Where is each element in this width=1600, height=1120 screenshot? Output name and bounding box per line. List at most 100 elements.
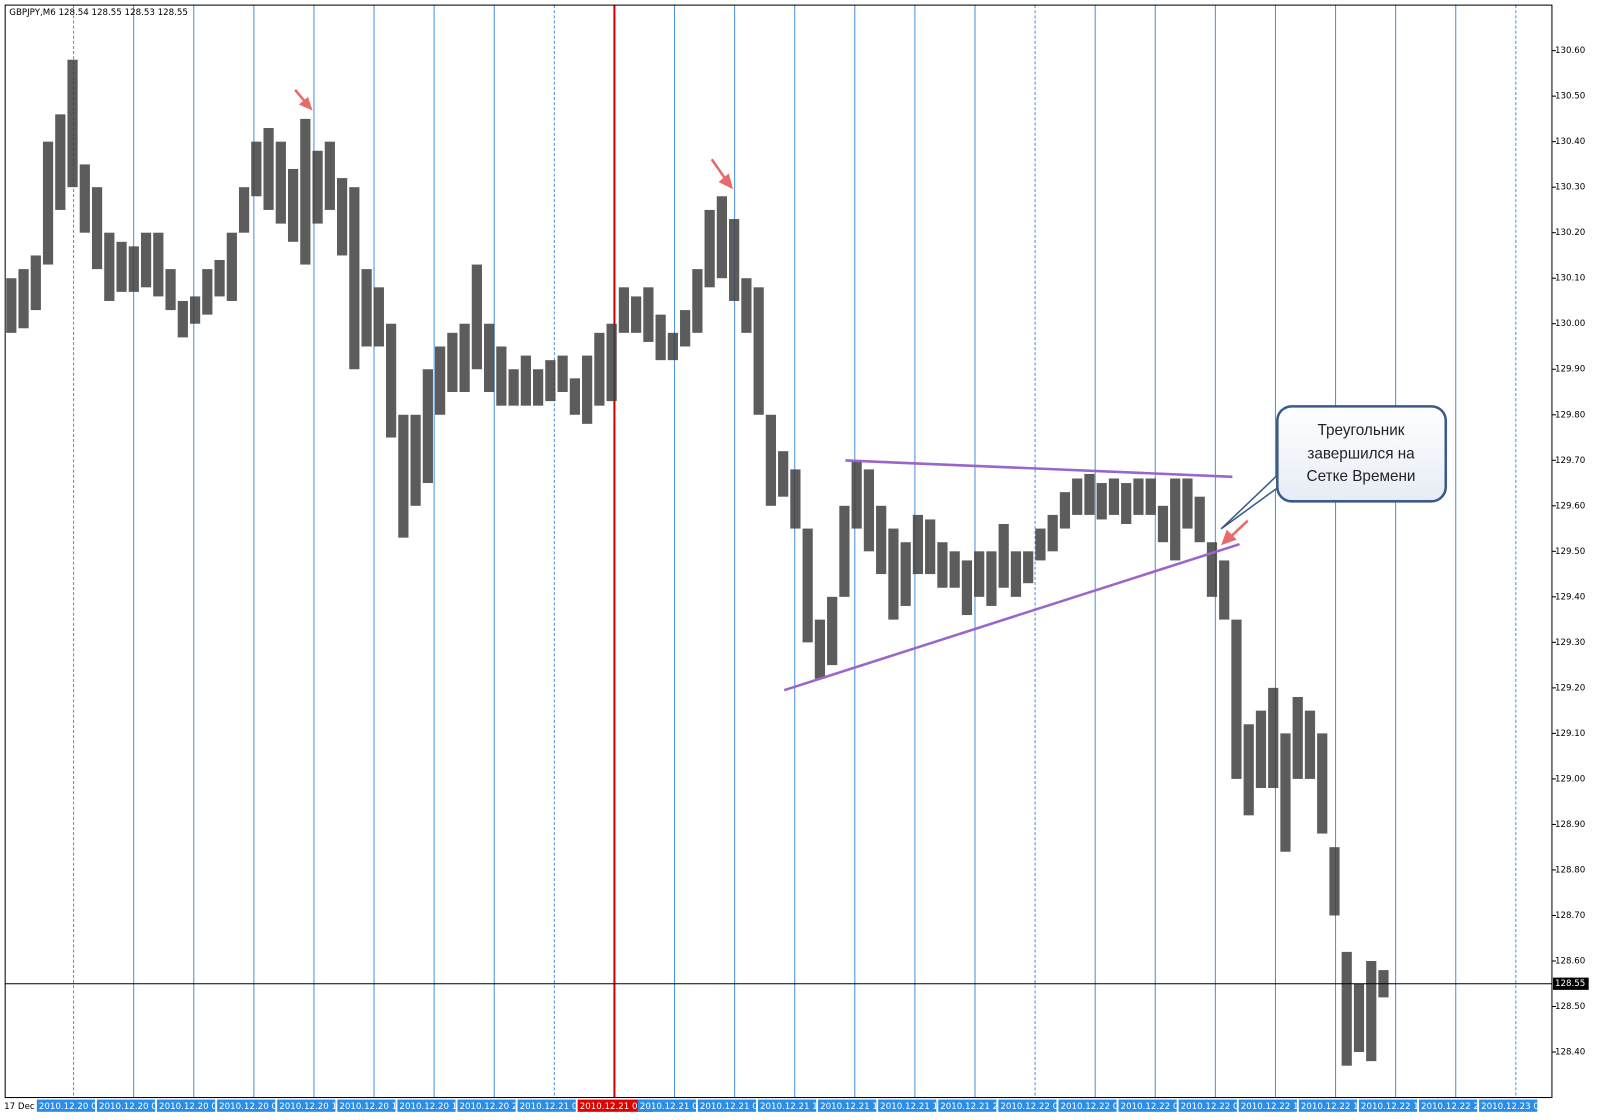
- price-bar: [716, 196, 728, 279]
- time-label-bg: [1298, 1099, 1357, 1112]
- price-bar: [753, 287, 764, 415]
- price-bar: [594, 332, 605, 406]
- price-bar: [287, 168, 299, 242]
- time-label-bg: [1238, 1099, 1297, 1112]
- arrows: [294, 89, 1249, 546]
- price-bar: [361, 269, 372, 347]
- price-bar: [741, 278, 752, 333]
- time-label: 2010.12.21 09:00: [700, 1102, 777, 1112]
- time-label: 2010.12.23 00:08: [1481, 1102, 1558, 1112]
- price-bar: [91, 187, 103, 270]
- y-tick-label: 130.30: [1555, 183, 1585, 193]
- price-bar: [1059, 492, 1071, 529]
- price-bar: [226, 232, 237, 301]
- price-bar: [1268, 687, 1279, 789]
- price-bar: [251, 141, 262, 197]
- time-label-bg: [757, 1099, 817, 1112]
- price-bar: [692, 269, 703, 333]
- price-bar: [189, 296, 201, 324]
- price-bar: [263, 128, 274, 210]
- y-tick-label: 130.10: [1555, 274, 1585, 284]
- y-tick-label: 129.00: [1555, 774, 1585, 784]
- price-bar: [925, 519, 936, 575]
- price-bar: [1243, 724, 1254, 816]
- price-bar: [238, 187, 250, 233]
- price-bar: [1219, 560, 1230, 620]
- price-bar: [116, 241, 127, 292]
- y-tick-label: 128.50: [1555, 1002, 1585, 1012]
- price-bar: [729, 219, 740, 301]
- price-bar: [961, 560, 973, 616]
- time-label: 2010.12.20 18:00: [399, 1102, 476, 1112]
- time-label: 2010.12.22 21:00: [1421, 1102, 1498, 1112]
- price-bar: [937, 542, 948, 588]
- time-label-bg: [818, 1099, 877, 1112]
- time-label-bg: [1479, 1099, 1538, 1112]
- price-bar: [55, 114, 66, 210]
- arrow: [1229, 519, 1249, 538]
- price-bar: [6, 278, 17, 333]
- price-bar: [459, 323, 470, 393]
- price-bar: [876, 505, 887, 575]
- time-label: 2010.12.20 21:00: [460, 1102, 537, 1112]
- y-tick-label: 129.30: [1555, 638, 1585, 648]
- time-label: 2010.12.21 15:00: [820, 1102, 897, 1112]
- time-label: 2010.12.22 06:00: [1121, 1102, 1198, 1112]
- price-bar: [398, 414, 409, 538]
- time-label: 2010.12.20 12:00: [279, 1102, 356, 1112]
- price-bar: [643, 287, 654, 342]
- price-bar: [974, 551, 985, 597]
- time-label: 2010.12.20 06:00: [159, 1102, 236, 1112]
- price-bar: [153, 232, 164, 297]
- time-label-bg: [938, 1099, 997, 1112]
- time-label-bg: [397, 1099, 456, 1112]
- price-bar: [582, 355, 593, 424]
- price-bar: [1035, 528, 1046, 561]
- price-bar: [1353, 983, 1365, 1053]
- time-label: 2010.12.20 15:00: [339, 1102, 416, 1112]
- time-label-bg: [1358, 1099, 1418, 1112]
- price-bar: [606, 323, 617, 402]
- time-label: 2010.12.22 12:00: [1241, 1102, 1318, 1112]
- price-bar: [631, 296, 642, 333]
- time-label-bg: [96, 1099, 156, 1112]
- time-label-bg: [157, 1099, 216, 1112]
- price-bar: [67, 59, 78, 188]
- time-label: 2010.12.20 09:00: [219, 1102, 296, 1112]
- price-bar: [545, 360, 556, 402]
- y-tick-label: 128.80: [1555, 865, 1585, 875]
- trend-line: [783, 542, 1240, 692]
- time-label: 2010.12.21 06:00: [640, 1102, 717, 1112]
- current-price-bg: [1552, 977, 1589, 990]
- price-bar: [949, 551, 960, 588]
- price-bar: [385, 323, 397, 438]
- price-bar: [998, 524, 1009, 588]
- price-bar: [300, 118, 311, 265]
- price-bar: [1072, 478, 1083, 515]
- price-bar: [1206, 542, 1218, 597]
- price-bar: [1010, 551, 1022, 597]
- arrow-head: [1221, 529, 1237, 546]
- price-bar: [1341, 951, 1352, 1066]
- price-bar: [765, 414, 777, 506]
- time-label-bg: [637, 1099, 696, 1112]
- price-bar: [435, 346, 446, 415]
- time-label-bg: [517, 1099, 576, 1112]
- trend-line: [845, 459, 1233, 479]
- price-bar: [1231, 619, 1242, 779]
- price-bar: [422, 369, 433, 484]
- price-bar: [569, 378, 580, 415]
- y-tick-label: 128.60: [1555, 956, 1585, 966]
- arrow-head: [298, 96, 313, 111]
- price-bar: [202, 269, 213, 315]
- price-bar: [471, 264, 482, 370]
- price-bar: [814, 619, 826, 679]
- price-bar: [533, 369, 544, 406]
- price-bar: [986, 551, 997, 606]
- price-bar: [275, 141, 286, 224]
- price-bar: [1366, 960, 1377, 1062]
- time-label-bg: [697, 1099, 757, 1112]
- price-bar: [839, 505, 850, 597]
